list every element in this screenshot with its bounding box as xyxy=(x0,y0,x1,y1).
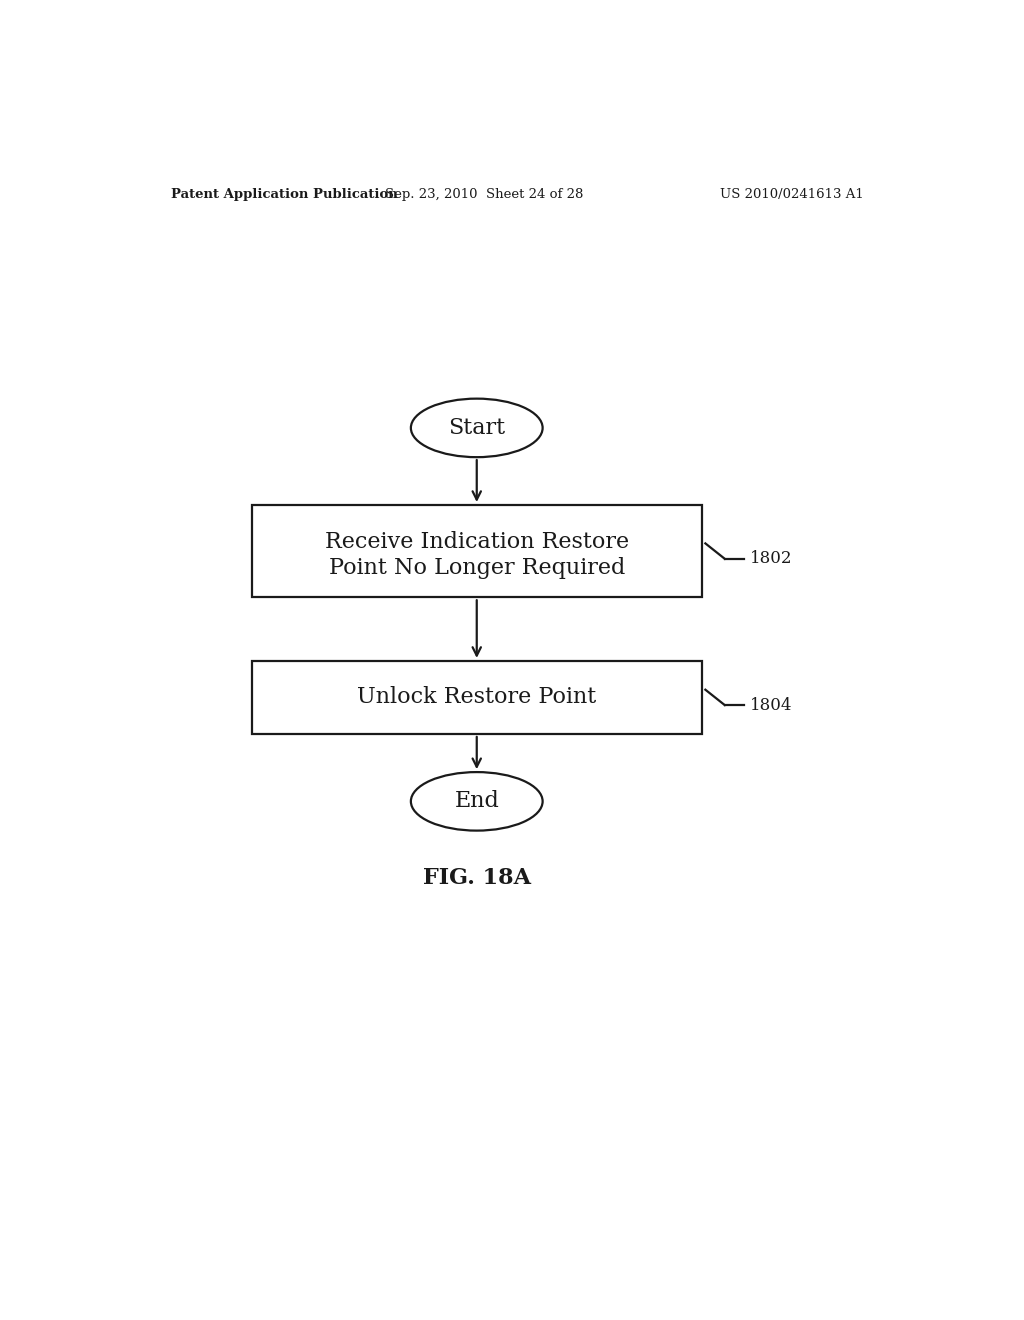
Text: Patent Application Publication: Patent Application Publication xyxy=(171,187,397,201)
Text: End: End xyxy=(455,791,499,812)
Text: FIG. 18A: FIG. 18A xyxy=(423,867,530,890)
Ellipse shape xyxy=(411,772,543,830)
Ellipse shape xyxy=(411,399,543,457)
Text: 1802: 1802 xyxy=(751,550,793,568)
Text: US 2010/0241613 A1: US 2010/0241613 A1 xyxy=(721,187,864,201)
Text: Unlock Restore Point: Unlock Restore Point xyxy=(357,686,596,709)
Text: 1804: 1804 xyxy=(751,697,793,714)
Text: Start: Start xyxy=(449,417,505,438)
Text: Sep. 23, 2010  Sheet 24 of 28: Sep. 23, 2010 Sheet 24 of 28 xyxy=(385,187,584,201)
FancyBboxPatch shape xyxy=(252,506,701,598)
Text: Point No Longer Required: Point No Longer Required xyxy=(329,557,625,579)
Text: Receive Indication Restore: Receive Indication Restore xyxy=(325,531,629,553)
FancyBboxPatch shape xyxy=(252,661,701,734)
